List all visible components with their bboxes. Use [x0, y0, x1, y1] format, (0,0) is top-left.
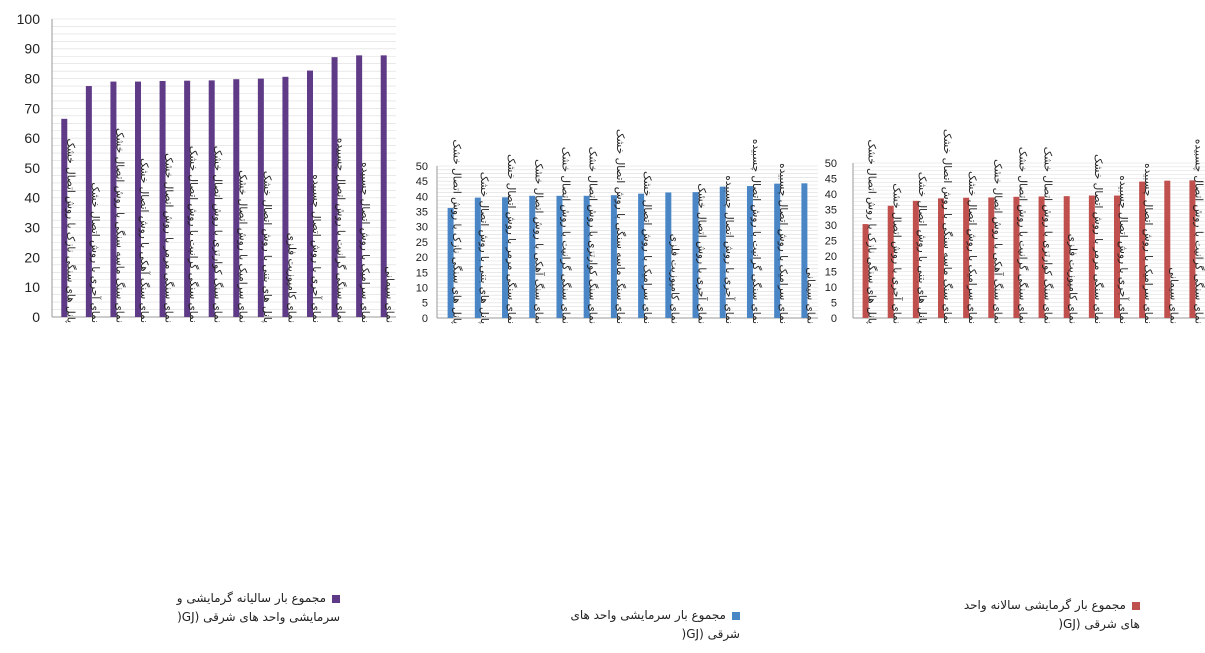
legend-line2: های شرقی (GJ( [930, 615, 1140, 634]
y-tick-label: 50 [24, 160, 40, 176]
category-label: نمای کامپوزیت فلزی [285, 233, 297, 323]
category-label: نمای آجری با روش اتصال خشک [89, 182, 102, 323]
category-label: پانل های بتنی با روش اتصال خشک [478, 172, 490, 324]
y-tick-label: 15 [416, 267, 428, 279]
y-tick-label: 20 [416, 252, 428, 264]
legend-line2: شرقی (GJ( [520, 625, 740, 644]
legend-cooling: مجموع بار سرمایشی واحد های شرقی (GJ( [520, 606, 740, 644]
category-label: نمای سنگ ماسه سنگی با روش اتصال خشک [113, 128, 126, 323]
y-tick-label: 5 [422, 298, 428, 310]
cooling-load-chart: 0 5 10 15 20 25 30 35 40 45 50 پانل های سنگی نازک ب… [416, 129, 818, 325]
y-tick-label: 10 [825, 282, 837, 294]
category-label: نمای سنگی گرانیت با روش اتصال خشک [559, 147, 572, 324]
category-label: نمای سنگ آهکی با روش اتصال خشک [991, 159, 1004, 324]
category-label: نمای آجری با روش اتصال خشک [891, 183, 904, 324]
category-label: نمای سنگ کوارتزی با روش اتصال خشک [587, 147, 600, 324]
y-tick-label: 5 [831, 297, 837, 309]
y-tick-label: 0 [831, 313, 837, 325]
category-label: نمای سیمانی [1167, 267, 1179, 324]
category-label: نمای سنگ آهکی با روش اتصال خشک [138, 158, 151, 323]
heating-load-chart: 0 5 10 15 20 25 30 35 40 45 50 پانل های سنگی نازک ب… [825, 129, 1205, 325]
category-label: پانل های سنگی نازک با روش اتصال خشک [866, 139, 879, 324]
category-label: نمای سرامیک با روش اتصال چسبیده [1142, 163, 1154, 324]
y-tick-label: 80 [24, 71, 40, 87]
y-tick-label: 0 [32, 309, 40, 325]
legend-heating: مجموع بار گرمایشی سالانه واحد های شرقی (… [930, 596, 1140, 634]
y-tick-label: 35 [416, 206, 428, 218]
y-tick-label: 40 [24, 190, 40, 206]
y-tick-label: 40 [825, 189, 837, 201]
y-tick-label: 15 [825, 266, 837, 278]
y-tick-label: 90 [24, 41, 40, 57]
category-label: نمای سنگی گرانیت با روش اتصال چسبیده [750, 139, 763, 324]
category-label: نمای سنگی گرانیت با روش اتصال چسبیده [1192, 139, 1205, 324]
y-tick-label: 30 [24, 220, 40, 236]
category-label: نمای سنگ کوارتزی با روش اتصال خشک [212, 146, 225, 323]
y-tick-label: 35 [825, 204, 837, 216]
y-tick-label: 100 [17, 11, 41, 27]
legend-swatch [332, 595, 340, 603]
legend-line1: مجموع بار گرمایشی سالانه واحد [964, 598, 1126, 612]
y-tick-label: 10 [416, 282, 428, 294]
legend-line1: مجموع بار سرمایشی واحد های [570, 608, 726, 622]
y-tick-label: 30 [825, 220, 837, 232]
category-label: نمای سنگی مرمر با روش اتصال خشک [163, 153, 176, 323]
y-tick-label: 0 [422, 313, 428, 325]
y-tick-label: 50 [416, 161, 428, 173]
category-label: پانل های سنگی نازک با روش اتصال خشک [451, 139, 464, 324]
category-label: نمای سنگی مرمر با روش اتصال خشک [1092, 154, 1105, 324]
category-label: نمای سرامیک با روش اتصال خشک [641, 171, 653, 324]
category-label: نمای سرامیک با روش اتصال خشک [236, 170, 248, 323]
y-tick-label: 10 [24, 279, 40, 295]
category-label: نمای آجری با روش اتصال چسبیده [723, 175, 736, 324]
category-label: نمای سنگی گرانیت با روش اتصال خشک [187, 146, 200, 323]
y-tick-label: 60 [24, 130, 40, 146]
y-tick-label: 25 [825, 235, 837, 247]
category-label: نمای سیمانی [804, 267, 816, 324]
y-tick-label: 45 [825, 173, 837, 185]
y-tick-label: 40 [416, 191, 428, 203]
category-label: نمای آجری با روش اتصال خشک [696, 183, 709, 324]
category-label: نمای سرامیک با روش اتصال چسبیده [777, 163, 789, 324]
category-label: نمای سنگ آهکی با روش اتصال خشک [532, 159, 545, 324]
y-tick-label: 20 [24, 249, 40, 265]
category-label: نمای سنگ ماسه سنگی با روش اتصال خشک [614, 129, 627, 324]
category-label: پانل های بتنی با روش اتصال خشک [261, 171, 273, 323]
category-label: نمای سنگ کوارتزی با روش اتصال خشک [1042, 147, 1055, 324]
y-tick-label: 20 [825, 251, 837, 263]
legend-swatch [732, 612, 740, 620]
category-label: نمای آجری با روش اتصال چسبیده [310, 174, 323, 323]
category-label: نمای کامپوزیت فلزی [668, 234, 680, 324]
category-label: نمای سرامیک با روش اتصال خشک [966, 171, 978, 324]
category-label: نمای سیمانی [384, 266, 396, 323]
legend-swatch [1132, 602, 1140, 610]
y-tick-label: 45 [416, 176, 428, 188]
total-heating-cooling-chart: 0 10 20 30 40 50 60 70 80 90 100 پانل های سنگی نازک… [17, 11, 396, 325]
legend-total: مجموع بار سالیانه گرمایشی و سرمایشی واحد… [120, 589, 340, 627]
category-label: نمای آجری با روش اتصال چسبیده [1117, 175, 1130, 324]
category-label: نمای سرامیک با روش اتصال چسبیده [359, 162, 371, 323]
y-tick-label: 50 [825, 158, 837, 170]
category-label: نمای سنگ ماسه سنگی با روش اتصال خشک [941, 129, 954, 324]
y-tick-label: 25 [416, 237, 428, 249]
y-tick-label: 30 [416, 222, 428, 234]
legend-line2: سرمایشی واحد های شرقی (GJ( [120, 608, 340, 627]
category-label: پانل های بتنی با روش اتصال خشک [916, 172, 928, 324]
category-label: نمای سنگی گرانیت با روش اتصال خشک [1016, 147, 1029, 324]
category-label: نمای کامپوزیت فلزی [1067, 234, 1079, 324]
category-label: پانل های سنگی نازک با روش اتصال خشک [64, 138, 77, 323]
category-label: نمای سنگی گرانیت با روش اتصال چسبیده [335, 138, 348, 323]
y-tick-label: 70 [24, 100, 40, 116]
category-label: نمای سنگی مرمر با روش اتصال خشک [505, 154, 518, 324]
legend-line1: مجموع بار سالیانه گرمایشی و [177, 591, 326, 605]
